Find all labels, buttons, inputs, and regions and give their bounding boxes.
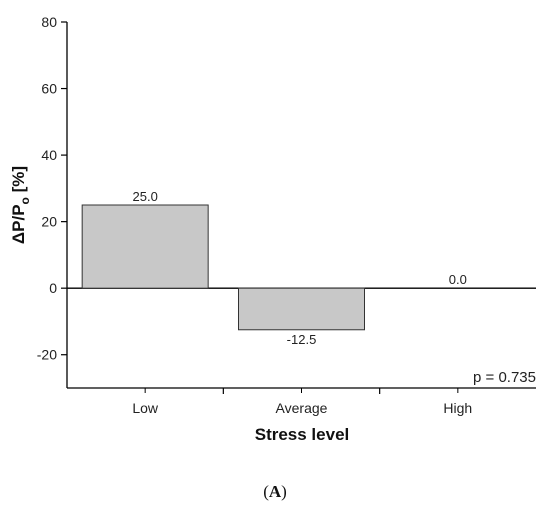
x-axis-title: Stress level (255, 425, 350, 444)
y-tick-label: -20 (37, 347, 57, 363)
x-tick-label: Low (132, 400, 159, 416)
panel-label: (A) (263, 482, 287, 501)
y-tick-label: 0 (49, 280, 57, 296)
x-tick-label: High (443, 400, 472, 416)
bar-marks: 25.0 -12.5 0.0 (81, 189, 467, 347)
y-tick-label: 60 (41, 81, 57, 97)
y-tick-label: 20 (41, 214, 57, 230)
y-tick-label: 40 (41, 147, 57, 163)
y-tick-label: 80 (41, 14, 57, 30)
bar (238, 287, 365, 331)
p-value-annotation: p = 0.735 (473, 369, 536, 386)
bar-value-label: -12.5 (287, 332, 317, 347)
bar-value-label: 0.0 (449, 272, 467, 287)
bar (81, 204, 209, 289)
y-axis-title: ΔP/Po [%] (9, 166, 32, 244)
axis-ticks: -20 0 20 40 60 80 Low Average High (37, 14, 472, 416)
x-tick-label: Average (276, 400, 328, 416)
bar-value-label: 25.0 (133, 189, 158, 204)
